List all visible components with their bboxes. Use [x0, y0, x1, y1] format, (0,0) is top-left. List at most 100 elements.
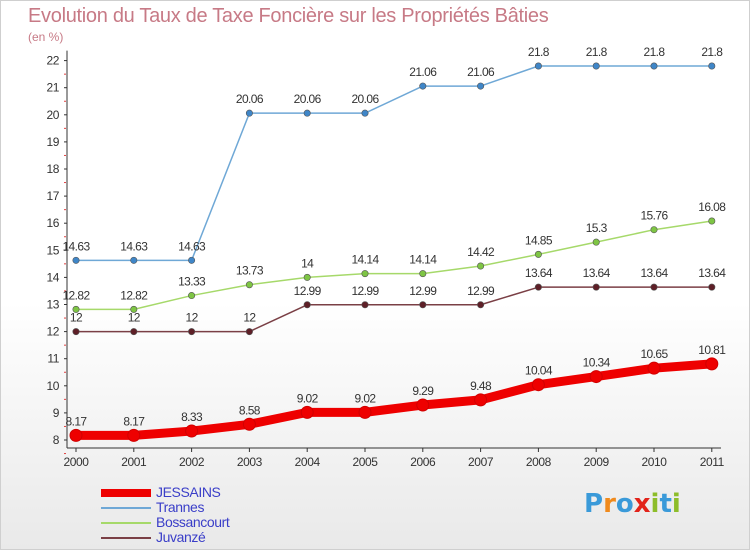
logo-letter: i — [650, 489, 660, 519]
data-label: 8.33 — [181, 410, 203, 424]
data-label: 20.06 — [351, 92, 379, 106]
data-point-jessains — [300, 405, 314, 419]
data-point-jessains — [705, 357, 719, 371]
data-point-juvanzé — [419, 301, 427, 309]
data-point-bossancourt — [361, 270, 369, 278]
y-tick-label: 19 — [46, 135, 59, 149]
x-tick-label: 2001 — [121, 455, 147, 469]
legend-label: Trannes — [156, 499, 205, 515]
legend-label: Juvanzé — [156, 529, 206, 545]
x-tick-label: 2004 — [295, 455, 321, 469]
series-line-bossancourt — [75, 220, 713, 311]
data-point-jessains — [358, 405, 372, 419]
y-tick-label: 9 — [53, 406, 60, 420]
y-tick-label: 22 — [46, 54, 59, 68]
data-point-jessains — [589, 370, 603, 384]
data-point-jessains — [185, 424, 199, 438]
data-point-trannes — [130, 256, 138, 264]
logo-letter: o — [615, 489, 634, 519]
y-tick-label: 17 — [46, 189, 59, 203]
data-point-jessains — [69, 428, 83, 442]
y-tick-label: 20 — [46, 108, 59, 122]
data-label: 14.14 — [409, 253, 437, 267]
data-point-jessains — [242, 417, 256, 431]
data-label: 16.08 — [698, 200, 726, 214]
legend-swatch — [101, 522, 151, 524]
data-point-trannes — [72, 256, 80, 264]
data-label: 9.48 — [470, 379, 492, 393]
data-point-juvanzé — [130, 328, 138, 336]
x-tick-label: 2005 — [352, 455, 378, 469]
data-point-trannes — [245, 109, 253, 117]
data-point-trannes — [361, 109, 369, 117]
data-label: 15.76 — [640, 209, 668, 223]
y-tick-label: 13 — [46, 298, 59, 312]
data-label: 12.99 — [409, 284, 437, 298]
x-tick-label: 2009 — [584, 455, 610, 469]
data-label: 13.33 — [178, 275, 206, 289]
legend-swatch — [101, 507, 151, 509]
data-point-bossancourt — [650, 226, 658, 234]
logo-letter: P — [584, 489, 604, 519]
y-tick-label: 21 — [46, 81, 59, 95]
x-tick-label: 2000 — [63, 455, 89, 469]
y-tick-label: 14 — [46, 270, 59, 284]
data-label: 14.85 — [525, 233, 553, 247]
data-point-bossancourt — [188, 292, 196, 300]
data-label: 21.8 — [701, 45, 723, 59]
data-point-bossancourt — [419, 270, 427, 278]
y-tick-label: 16 — [46, 216, 59, 230]
data-point-bossancourt — [130, 305, 138, 313]
data-label: 8.17 — [123, 414, 145, 428]
data-label: 10.65 — [640, 347, 668, 361]
data-point-juvanzé — [188, 328, 196, 336]
data-label: 21.06 — [409, 65, 437, 79]
series-line-jessains — [71, 359, 717, 440]
data-label: 21.8 — [644, 45, 666, 59]
data-point-juvanzé — [477, 301, 485, 309]
data-label: 21.06 — [467, 65, 495, 79]
data-point-juvanzé — [72, 328, 80, 336]
legend-label: JESSAINS — [156, 484, 221, 500]
data-point-trannes — [303, 109, 311, 117]
data-label: 13.64 — [698, 266, 726, 280]
data-point-trannes — [592, 62, 600, 70]
data-label: 9.02 — [297, 391, 319, 405]
data-point-bossancourt — [534, 250, 542, 258]
y-tick-label: 15 — [46, 243, 59, 257]
logo-letter: t — [659, 489, 672, 519]
legend-swatch — [101, 489, 151, 497]
data-label: 12 — [186, 311, 199, 325]
y-tick-label: 18 — [46, 162, 59, 176]
logo-letter: i — [671, 489, 681, 519]
data-label: 13.64 — [640, 266, 668, 280]
x-tick-label: 2003 — [237, 455, 263, 469]
data-point-juvanzé — [592, 283, 600, 291]
legend-swatch — [101, 537, 151, 539]
x-tick-label: 2008 — [526, 455, 552, 469]
data-label: 13.73 — [236, 264, 264, 278]
x-tick-label: 2007 — [468, 455, 494, 469]
series-line-trannes — [75, 65, 713, 262]
data-point-trannes — [650, 62, 658, 70]
data-label: 13.64 — [525, 266, 553, 280]
data-label: 12.82 — [120, 288, 148, 302]
data-point-juvanzé — [534, 283, 542, 291]
x-tick-label: 2011 — [700, 455, 725, 469]
data-label: 12.99 — [467, 284, 495, 298]
logo-letter: r — [603, 489, 616, 519]
data-label: 14.63 — [120, 239, 148, 253]
logo-letter: x — [633, 489, 651, 519]
data-point-bossancourt — [245, 281, 253, 289]
y-tick-label: 8 — [53, 433, 60, 447]
data-label: 21.8 — [586, 45, 608, 59]
data-label: 12.82 — [62, 288, 90, 302]
data-label: 21.8 — [528, 45, 550, 59]
data-point-trannes — [534, 62, 542, 70]
data-label: 10.81 — [698, 343, 726, 357]
data-point-juvanzé — [708, 283, 716, 291]
data-point-bossancourt — [592, 238, 600, 246]
data-point-bossancourt — [708, 217, 716, 225]
data-point-jessains — [647, 361, 661, 375]
